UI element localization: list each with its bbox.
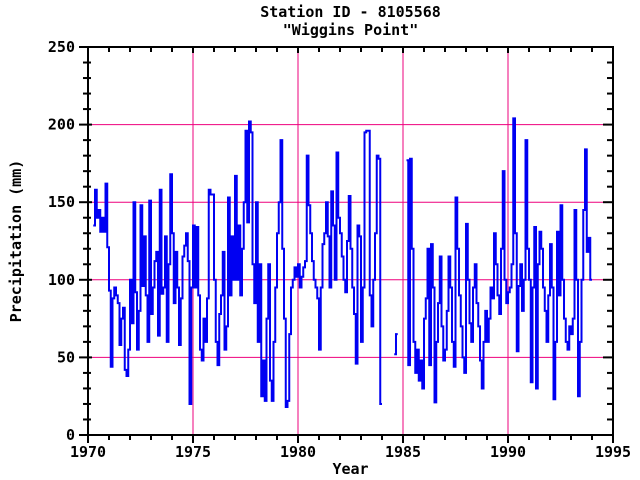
data-series-monthly-precipitation [394, 333, 398, 356]
data-series-monthly-precipitation [93, 120, 382, 409]
y-tick-label: 200 [48, 116, 75, 134]
x-tick-label: 1995 [595, 443, 631, 461]
y-tick-label: 50 [57, 348, 75, 366]
axes-box [87, 46, 614, 436]
y-tick-label: 250 [48, 38, 75, 56]
chart-title-line2: "Wiggins Point" [282, 21, 419, 39]
x-tick-label: 1980 [280, 443, 316, 461]
y-axis-label: Precipitation (mm) [7, 159, 25, 323]
x-tick-label: 1985 [385, 443, 421, 461]
y-tick-label: 0 [66, 426, 75, 444]
y-tick-label: 150 [48, 193, 75, 211]
x-tick-label: 1990 [490, 443, 526, 461]
x-tick-label: 1970 [70, 443, 106, 461]
data-series-monthly-precipitation [406, 117, 593, 404]
x-tick-label: 1975 [175, 443, 211, 461]
chart-title-line1: Station ID - 8105568 [260, 3, 441, 21]
x-axis-label: Year [332, 460, 369, 478]
y-tick-label: 100 [48, 271, 75, 289]
